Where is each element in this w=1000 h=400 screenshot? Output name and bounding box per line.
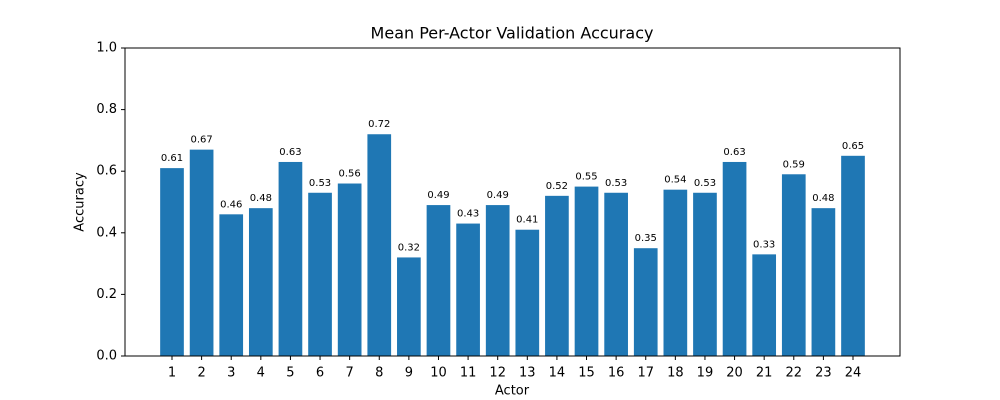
bar (604, 192, 628, 356)
data-label: 0.65 (842, 141, 864, 152)
data-label: 0.35 (635, 233, 657, 244)
x-tick-label: 11 (460, 366, 477, 381)
x-tick-label: 6 (316, 366, 324, 381)
bar (752, 254, 777, 356)
y-tick-label: 0.0 (96, 349, 117, 364)
data-label: 0.55 (575, 172, 597, 183)
x-tick-label: 4 (257, 366, 265, 381)
data-label: 0.46 (220, 199, 242, 210)
data-label: 0.32 (398, 242, 420, 253)
y-tick-label: 0.2 (96, 287, 117, 302)
bar (811, 208, 836, 356)
y-tick-label: 0.6 (96, 164, 117, 179)
data-label: 0.53 (694, 178, 716, 189)
bar (485, 205, 510, 356)
bar (722, 161, 747, 356)
y-tick-label: 0.8 (96, 102, 117, 117)
bar (545, 195, 569, 356)
bar (308, 192, 332, 356)
data-label: 0.72 (368, 119, 390, 130)
bar (189, 149, 214, 356)
x-tick-label: 19 (697, 366, 714, 381)
data-label: 0.49 (427, 190, 449, 201)
bar (781, 174, 806, 356)
x-tick-label: 16 (608, 366, 625, 381)
data-label: 0.67 (190, 135, 212, 146)
bar (219, 214, 244, 356)
data-label: 0.48 (812, 193, 834, 204)
x-tick-label: 24 (845, 366, 862, 381)
bar (515, 229, 540, 356)
bar (693, 192, 717, 356)
y-axis-label: Accuracy (73, 172, 88, 232)
x-tick-label: 21 (756, 366, 773, 381)
data-label: 0.54 (664, 175, 686, 186)
bar (278, 161, 303, 356)
bar (663, 189, 688, 356)
y-tick-label: 0.4 (96, 225, 117, 240)
plot-frame (124, 47, 901, 357)
data-label: 0.49 (487, 190, 509, 201)
x-tick-label: 1 (168, 366, 176, 381)
bar (160, 168, 184, 356)
x-tick-label: 18 (667, 366, 684, 381)
bar (456, 223, 480, 356)
y-tick-label: 1.0 (96, 41, 117, 56)
x-tick-label: 20 (726, 366, 743, 381)
chart-title: Mean Per-Actor Validation Accuracy (371, 24, 654, 43)
bar (248, 208, 273, 356)
bar (633, 248, 658, 356)
data-label: 0.33 (753, 239, 775, 250)
bar (367, 134, 392, 356)
data-label: 0.52 (546, 181, 568, 192)
x-tick-label: 2 (197, 366, 205, 381)
data-label: 0.59 (783, 159, 805, 170)
bar (337, 183, 362, 356)
x-tick-label: 13 (519, 366, 536, 381)
bar (397, 257, 421, 356)
x-tick-label: 14 (549, 366, 566, 381)
data-label: 0.56 (339, 169, 361, 180)
bar (426, 205, 451, 356)
x-tick-label: 23 (815, 366, 832, 381)
x-tick-label: 15 (578, 366, 595, 381)
bar (841, 155, 865, 356)
x-tick-label: 5 (286, 366, 294, 381)
x-tick-label: 22 (786, 366, 803, 381)
x-tick-label: 10 (430, 366, 447, 381)
data-label: 0.61 (161, 153, 183, 164)
data-label: 0.63 (279, 147, 301, 158)
x-tick-label: 7 (346, 366, 354, 381)
data-label: 0.53 (309, 178, 331, 189)
x-tick-label: 17 (637, 366, 654, 381)
x-axis-label: Actor (495, 384, 530, 399)
data-label: 0.43 (457, 209, 479, 220)
data-label: 0.48 (250, 193, 272, 204)
data-label: 0.41 (516, 215, 538, 226)
x-tick-label: 3 (227, 366, 235, 381)
x-tick-label: 9 (405, 366, 413, 381)
x-tick-label: 8 (375, 366, 383, 381)
x-tick-label: 12 (489, 366, 506, 381)
data-label: 0.53 (605, 178, 627, 189)
data-label: 0.63 (723, 147, 745, 158)
bar (574, 186, 599, 356)
